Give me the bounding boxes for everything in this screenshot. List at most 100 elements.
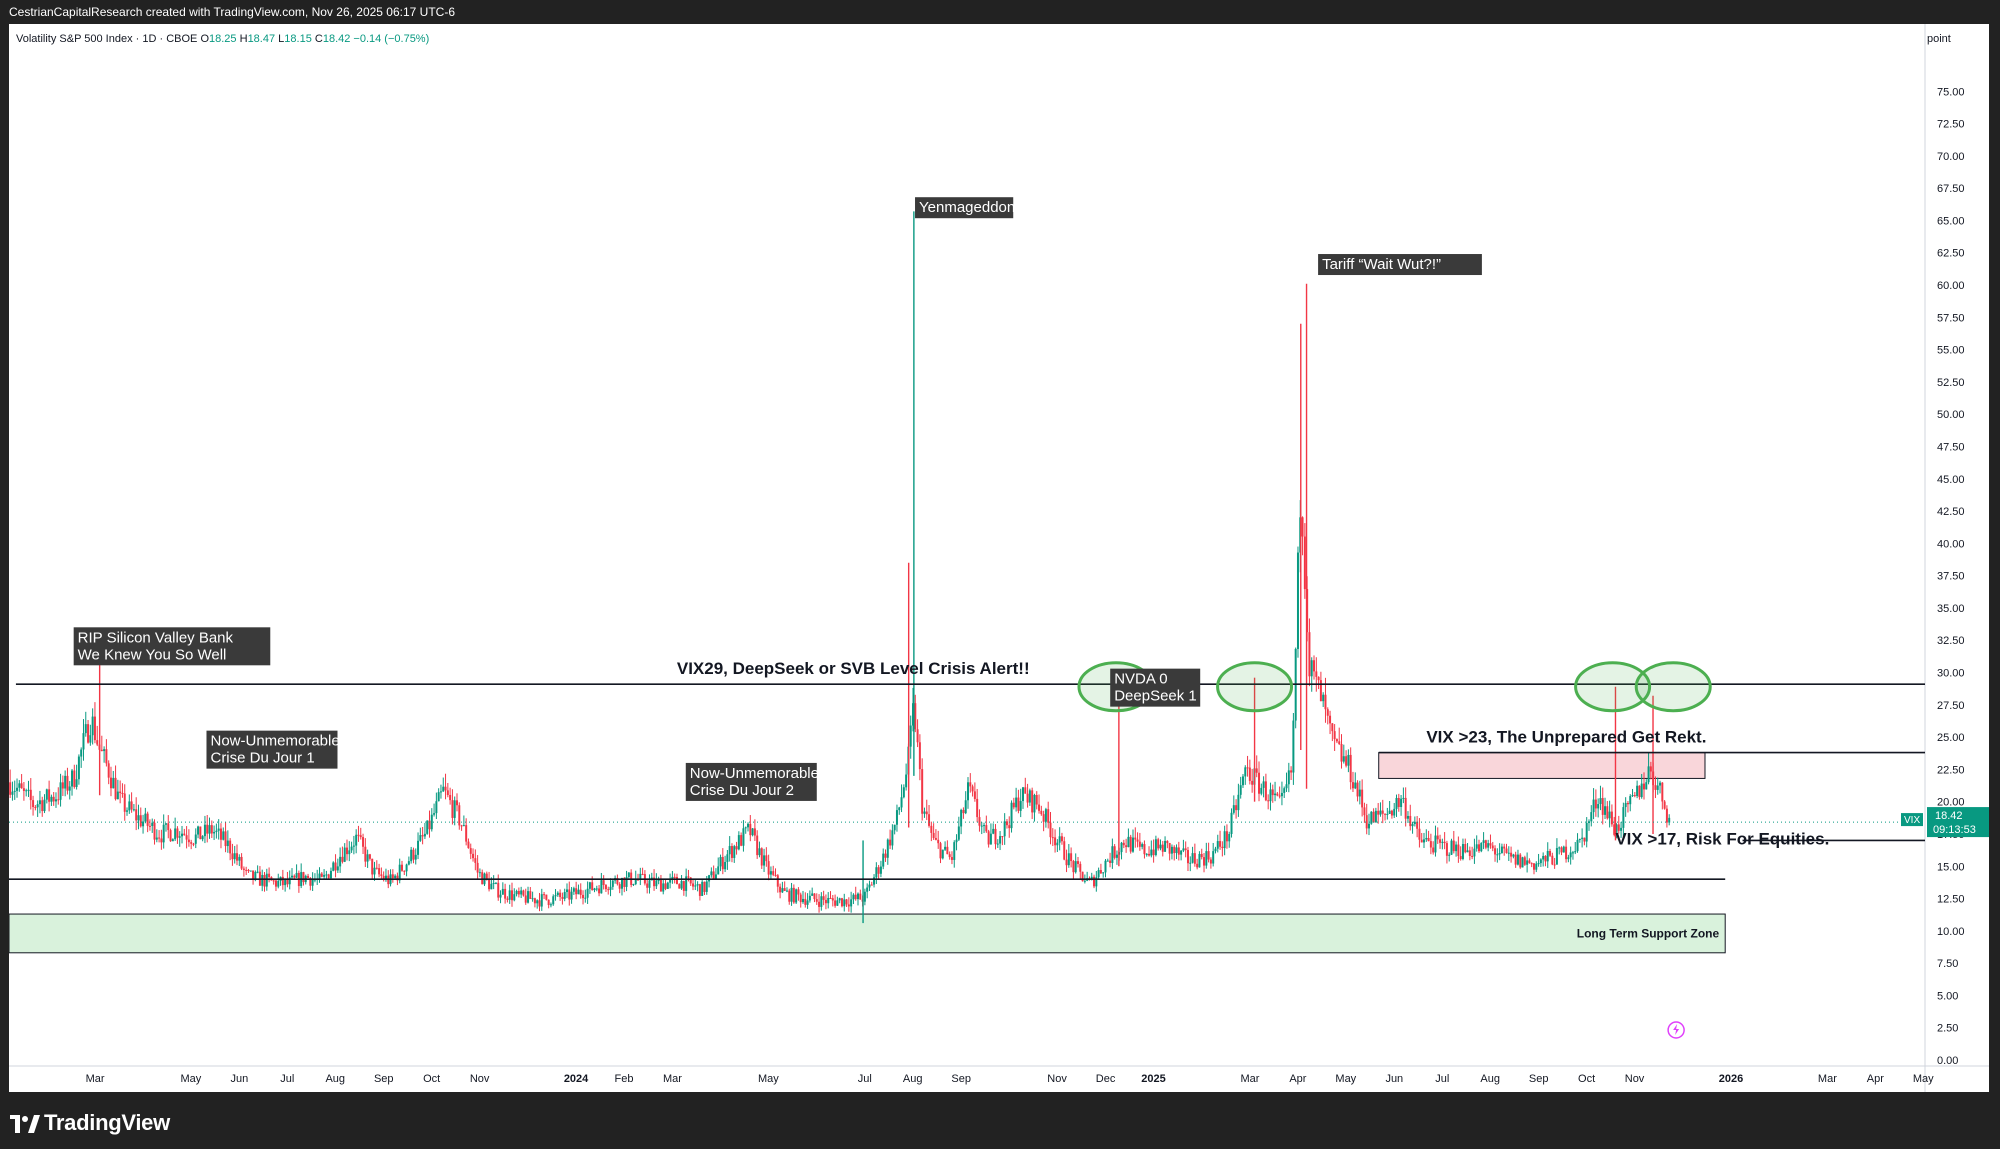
candle-body-93	[222, 831, 225, 840]
time-tick-29: Apr	[1867, 1073, 1884, 1085]
candle-body-90	[215, 830, 218, 832]
candle-body-3	[16, 787, 19, 791]
candle-body-583	[1345, 756, 1348, 766]
lightning-icon[interactable]	[1667, 1021, 1685, 1039]
candle-body-625	[1441, 841, 1444, 843]
candle-body-82	[197, 826, 200, 835]
candle-body-51	[126, 810, 129, 812]
candle-body-195	[455, 800, 458, 806]
candle-body-456	[1054, 837, 1057, 846]
candle-body-450	[1040, 810, 1043, 815]
candle-body-529	[1221, 846, 1224, 849]
price-tick-29: 72.50	[1937, 119, 1965, 131]
candle-body-342	[792, 887, 795, 903]
candle-body-686	[1581, 837, 1584, 839]
candle-body-11	[34, 807, 37, 809]
candle-body-8	[27, 789, 30, 791]
candle-body-64	[155, 837, 158, 840]
candle-body-670	[1544, 855, 1547, 862]
candle-body-133	[313, 879, 316, 881]
time-tick-1: May	[181, 1073, 202, 1085]
candle-body-238	[554, 895, 557, 897]
candle-body-330	[765, 855, 768, 862]
chart-area[interactable]: RIP Silicon Valley Bank We Knew You So We…	[9, 24, 1989, 1092]
candle-body-405	[937, 839, 940, 844]
candle-body-444	[1026, 793, 1029, 803]
candle-body-488	[1127, 836, 1130, 848]
price-tick-11: 27.50	[1937, 700, 1965, 712]
candle-body-459	[1060, 836, 1063, 842]
candle-body-438	[1012, 802, 1015, 808]
time-tick-13: Aug	[903, 1073, 923, 1085]
candle-body-710	[1636, 785, 1639, 796]
candle-body-557	[1285, 784, 1288, 789]
candle-body-468	[1081, 871, 1084, 882]
candle-body-382	[884, 853, 887, 858]
close-value: 18.42	[322, 33, 351, 45]
last-price-symbol: VIX	[1904, 815, 1920, 826]
candle-body-517	[1193, 853, 1196, 864]
candle-body-696	[1604, 806, 1607, 815]
candle-body-599	[1381, 810, 1384, 814]
candle-body-545	[1258, 772, 1261, 794]
candle-body-492	[1136, 839, 1139, 842]
candle-body-354	[820, 896, 823, 907]
candle-body-241	[561, 897, 564, 899]
open-label: O	[200, 33, 210, 45]
candle-body-689	[1587, 821, 1590, 824]
candle-body-604	[1393, 808, 1396, 816]
candle-body-429	[992, 828, 995, 834]
candle-body-452	[1044, 809, 1047, 822]
candle-body-17	[48, 789, 51, 802]
candle-body-639	[1473, 848, 1476, 857]
candle-body-525	[1212, 851, 1215, 864]
candle-body-344	[797, 889, 800, 895]
time-tick-3: Jul	[280, 1073, 294, 1085]
candle-body-442	[1021, 787, 1024, 802]
candle-body-507	[1170, 846, 1173, 854]
candle-body-605	[1395, 797, 1398, 809]
candle-body-374	[866, 887, 869, 892]
candle-body-421	[973, 791, 976, 799]
candle-body-27	[71, 770, 74, 787]
candle-body-665	[1532, 863, 1535, 870]
candle-body-210	[490, 883, 493, 890]
candle-body-340	[788, 890, 791, 902]
candle-body-552	[1274, 793, 1277, 796]
price-axis: 0.002.505.007.5010.0012.5015.0017.5020.0…	[1937, 86, 1965, 1067]
candle-body-235	[547, 899, 550, 905]
candle-body-469	[1083, 880, 1086, 882]
candle-body-427	[987, 831, 990, 845]
candle-body-268	[623, 877, 626, 887]
candle-body-81	[194, 834, 197, 844]
candle-body-163	[382, 875, 385, 880]
candle-body-157	[368, 854, 371, 859]
price-tick-18: 45.00	[1937, 474, 1965, 486]
candle-body-369	[854, 894, 857, 900]
candle-body-61	[148, 825, 151, 827]
candle-body-219	[510, 890, 513, 901]
price-tick-0: 0.00	[1937, 1055, 1958, 1067]
candle-body-12	[36, 804, 39, 808]
candle-body-48	[119, 791, 122, 794]
candle-body-436	[1008, 825, 1011, 829]
candle-body-401	[928, 814, 931, 826]
candle-body-266	[618, 884, 621, 889]
candle-body-630	[1452, 840, 1455, 852]
tradingview-logo[interactable]: TradingView	[10, 1110, 170, 1136]
candle-body-481	[1111, 846, 1114, 863]
candle-body-312	[724, 861, 727, 870]
svb-label-box	[73, 627, 271, 666]
tradingview-icon	[10, 1115, 40, 1134]
footer-bar: TradingView	[0, 1092, 2000, 1149]
candle-body-278	[646, 883, 649, 888]
highlight-ellipse-1	[1216, 661, 1294, 713]
candle-body-1	[11, 791, 14, 795]
candle-body-693	[1597, 804, 1600, 809]
candle-body-521	[1203, 857, 1206, 866]
candle-body-45	[112, 777, 115, 789]
candle-body-663	[1528, 860, 1531, 864]
candle-body-363	[840, 898, 843, 907]
